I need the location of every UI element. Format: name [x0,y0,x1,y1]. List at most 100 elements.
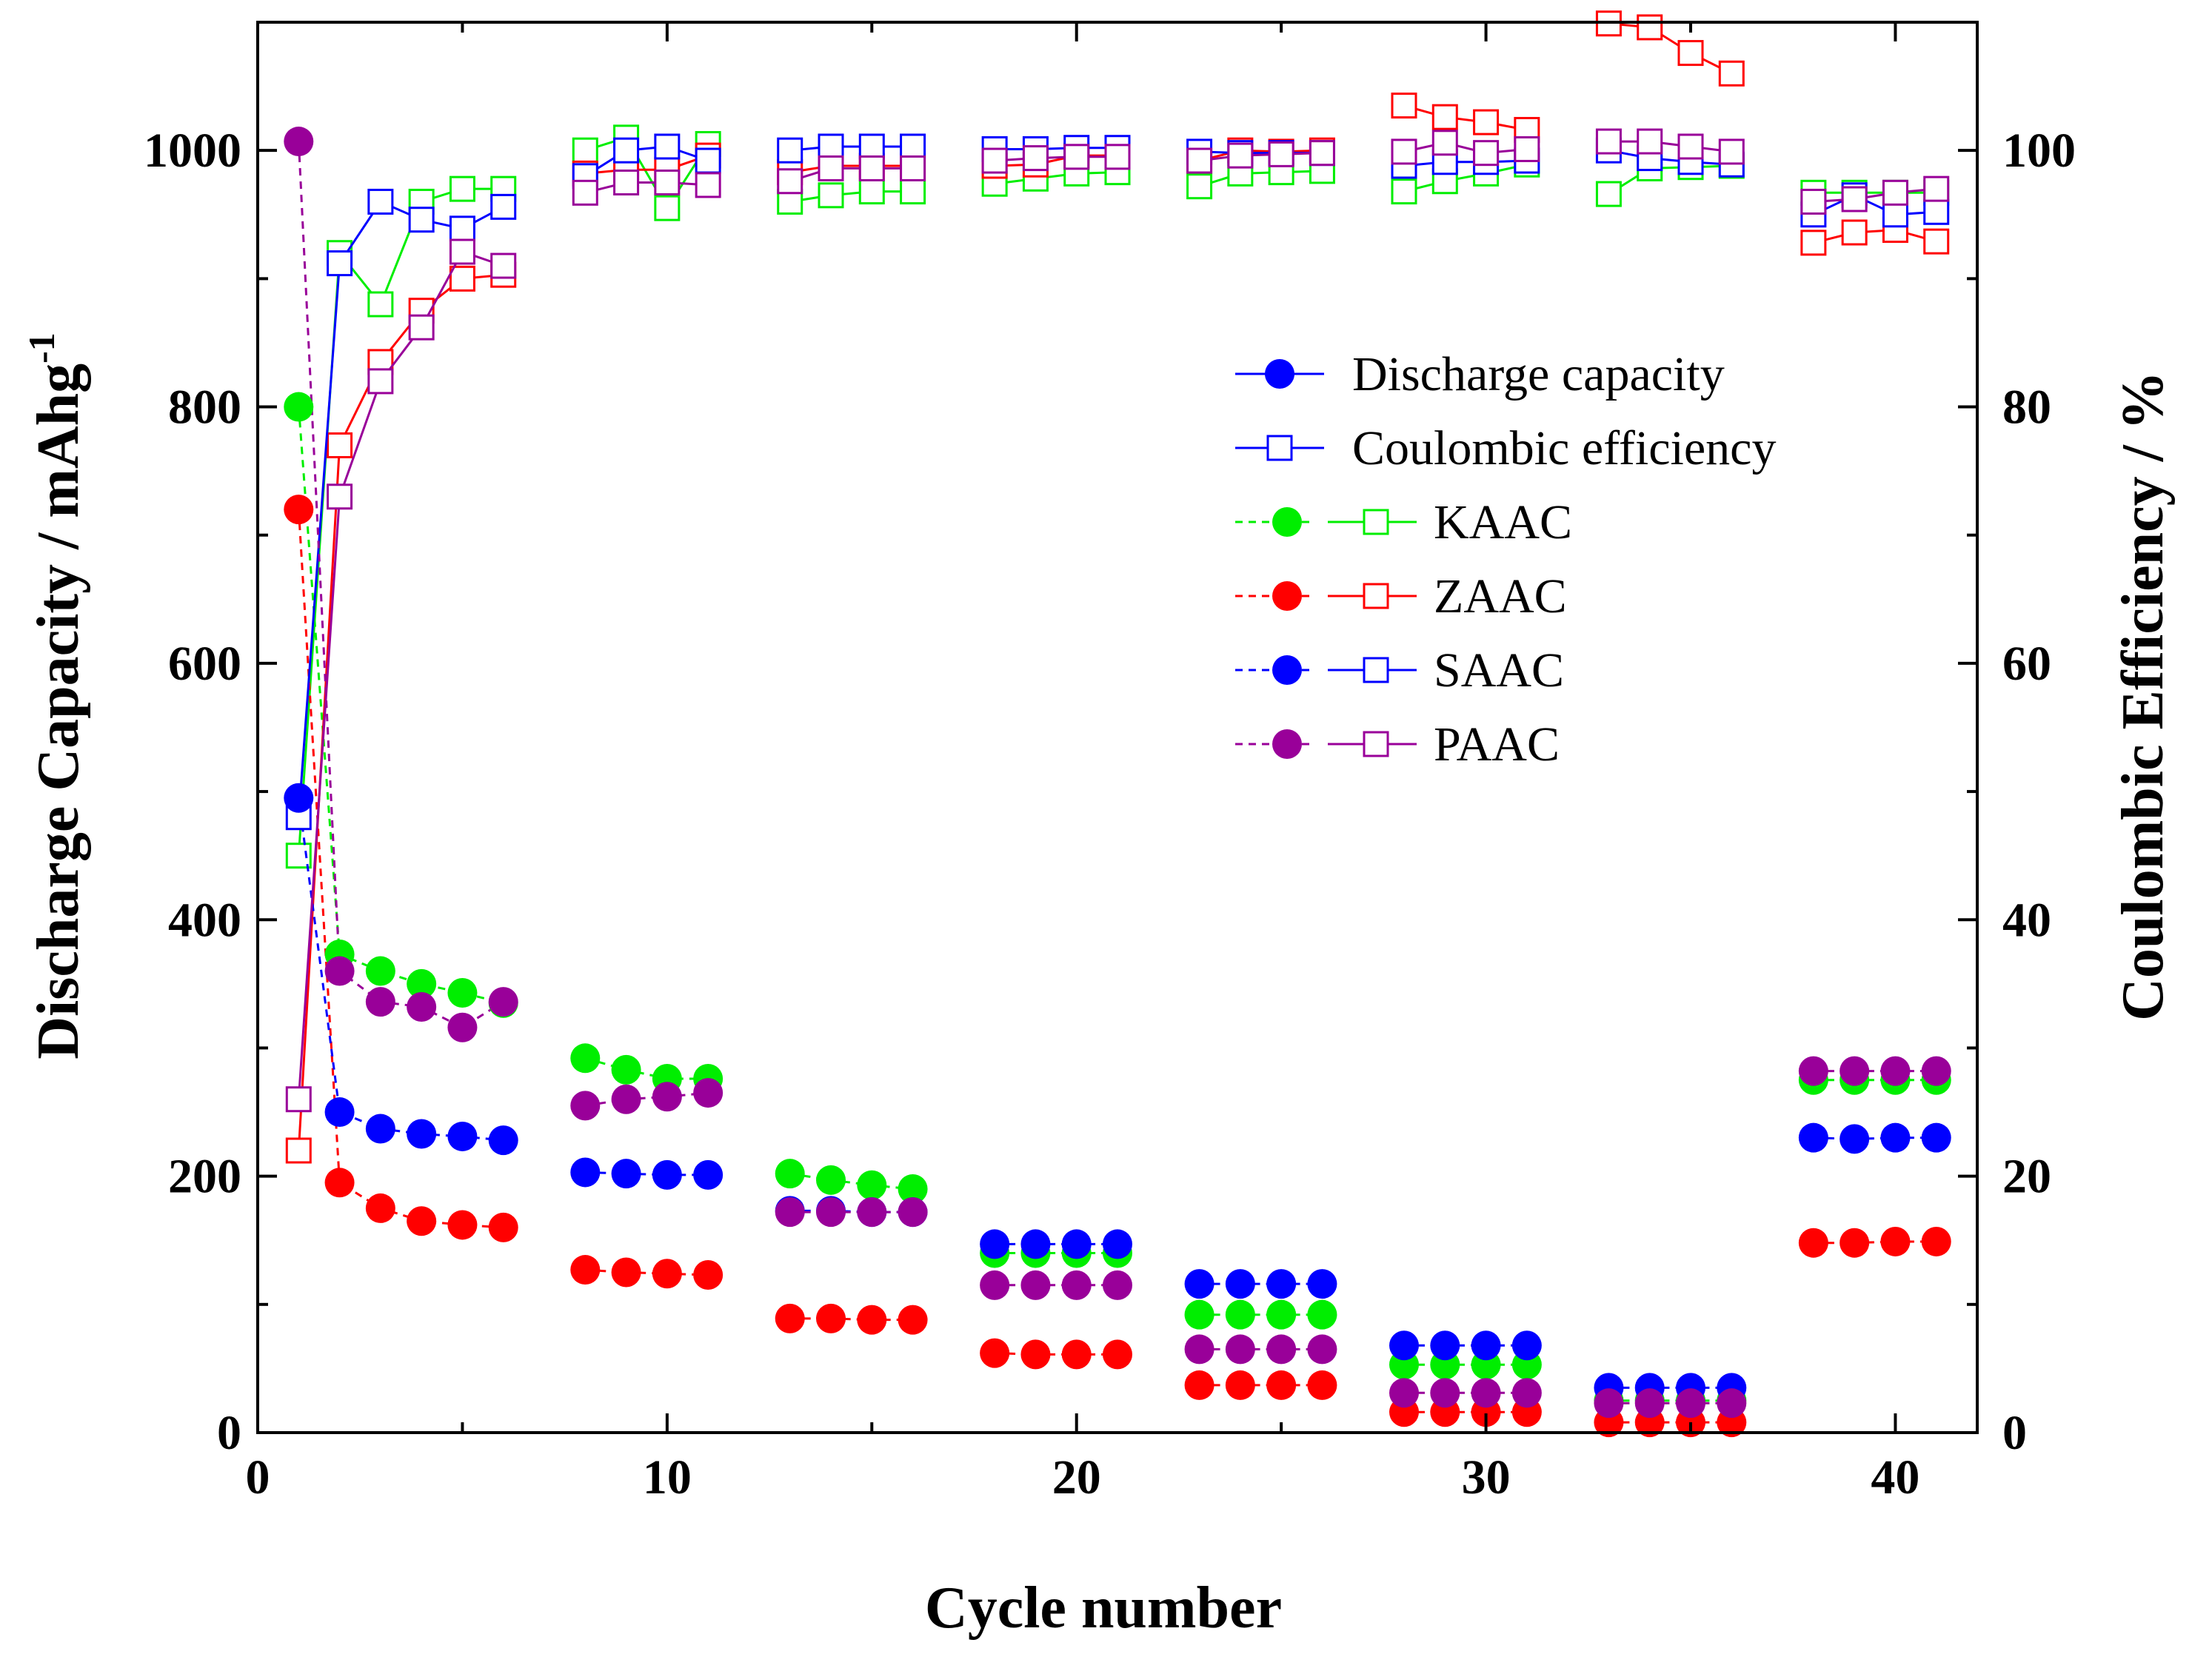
series-zaac-capacity-point [1921,1226,1951,1256]
series-paac-efficiency-point [408,314,435,341]
series-zaac-efficiency-point [1391,93,1417,119]
series-paac-capacity-point [1880,1056,1911,1086]
series-paac-efficiency-point [695,172,721,198]
series-kaac-capacity-point [611,1054,641,1085]
series-paac-efficiency-point [1268,141,1294,167]
series-zaac-capacity-point [1061,1339,1092,1370]
series-paac-efficiency-point [449,238,475,265]
series-paac-capacity-point [1676,1388,1705,1419]
series-paac-capacity-point [570,1091,601,1121]
legend-entry: SAAC [1235,643,1564,697]
series-zaac-efficiency-point [1473,109,1500,135]
series-paac-efficiency-line [297,140,1937,1099]
series-zaac-efficiency-point [1841,219,1868,246]
series-kaac-capacity-point [1266,1299,1297,1330]
series-paac-efficiency-point [1391,138,1417,165]
series-paac-efficiency-point [1431,130,1458,156]
series-paac-capacity-point [898,1197,928,1228]
x-tick-label: 10 [643,1450,692,1504]
series-saac-capacity-point [284,783,314,813]
series-zaac-efficiency-point [1718,60,1745,87]
series-saac-capacity-point [1103,1229,1132,1259]
series-paac-efficiency-point [1186,147,1213,174]
series-saac-capacity-point [407,1119,437,1149]
series-paac-efficiency-point [327,483,353,510]
y-axis-left-title-main: Discharge Capacity / mAhg [26,364,91,1059]
series-paac-capacity-point [1307,1334,1337,1365]
series-paac-capacity-point [1798,1056,1828,1086]
series-saac-efficiency-point [327,250,353,277]
series-zaac-capacity-point [365,1193,395,1223]
series-kaac-efficiency-point [900,178,926,205]
legend-marker-filled [1272,507,1302,537]
series-kaac-capacity-point [816,1165,846,1195]
legend-marker-open [1363,657,1389,683]
series-kaac-efficiency-line [297,136,1937,856]
series-saac-efficiency-point [777,137,803,164]
series-saac-capacity-point [1511,1330,1542,1361]
series-saac-capacity-point [570,1157,601,1188]
series-kaac-efficiency-point [449,175,475,202]
series-zaac-capacity-point [652,1259,682,1289]
series-paac-capacity-point [652,1082,682,1112]
legend-label: KAAC [1434,495,1572,549]
y-axis-right-title: Coulombic Efficiency / % [2111,371,2176,1021]
series-saac-efficiency-point [408,207,435,233]
series-paac-efficiency-point [858,155,885,181]
series-kaac-capacity-point [447,977,478,1008]
series-zaac-capacity-point [1880,1226,1911,1256]
series-kaac-efficiency-point [572,137,598,164]
x-tick-label: 30 [1462,1450,1511,1504]
y-right-tick-label: 40 [2002,893,2051,947]
series-zaac-efficiency-point [1431,104,1458,130]
series-saac-capacity-point [652,1159,682,1190]
y-right-tick-label: 80 [2002,381,2051,435]
series-kaac-capacity-point [898,1173,928,1204]
series-kaac-efficiency-point [1186,173,1213,200]
series-paac-capacity-point [1430,1378,1460,1408]
series-saac-capacity-point [1880,1122,1911,1153]
series-paac-efficiency-point [1718,138,1745,165]
series-saac-efficiency-point [900,133,926,160]
series-kaac-efficiency-point [858,178,885,205]
series-saac-efficiency-point [613,137,640,164]
series-saac-capacity-point [1471,1330,1501,1361]
series-saac-efficiency-point [490,193,517,220]
series-zaac-capacity-point [407,1206,437,1236]
series-zaac-efficiency-point [1677,40,1704,67]
series-paac-efficiency-point [1063,144,1090,170]
series-paac-capacity-point [447,1012,478,1042]
series-paac-capacity-point [1389,1378,1419,1408]
x-tick-label: 20 [1052,1450,1101,1504]
series-paac-capacity-point [324,956,355,986]
series-saac-efficiency-line [297,145,1937,817]
series-saac-capacity-point [980,1229,1010,1259]
series-paac-efficiency-point [1841,186,1868,212]
legend-marker-open [1363,583,1389,609]
series-kaac-capacity-point [775,1159,805,1189]
series-paac-efficiency-point [981,147,1008,174]
series-paac-efficiency-point [1882,179,1908,206]
series-paac-capacity-point [1061,1270,1092,1300]
series-zaac-efficiency-point [1637,14,1663,41]
series-paac-capacity-point [1266,1334,1297,1365]
y-left-tick-label: 800 [168,381,241,435]
series-kaac-capacity-point [407,968,437,999]
series-paac-capacity-point [1511,1378,1542,1408]
series-saac-capacity-point [447,1121,478,1151]
x-tick-label: 40 [1871,1450,1919,1504]
series-saac-efficiency-point [654,133,681,160]
series-saac-efficiency-point [818,133,844,160]
series-zaac-capacity-point [1798,1228,1828,1258]
series-saac-capacity-point [1225,1269,1255,1299]
series-saac-capacity-point [1184,1269,1214,1299]
series-saac-capacity-point [1266,1269,1297,1299]
y-left-tick-label: 1000 [144,124,241,178]
series-paac-capacity-point [407,992,437,1022]
series-paac-capacity-point [1471,1378,1501,1408]
y-axis-left-title-superscript: -1 [21,332,62,364]
series-paac-capacity-point [1840,1056,1870,1086]
series-saac-efficiency-point [858,133,885,160]
series-paac-efficiency-point [1637,128,1663,155]
